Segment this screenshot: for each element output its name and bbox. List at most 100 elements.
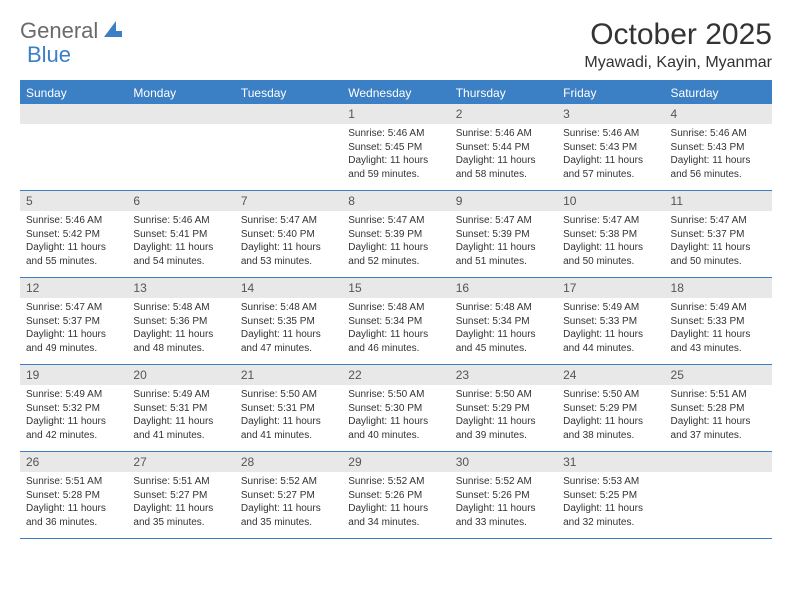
day-number: 3 bbox=[557, 104, 664, 124]
sunrise-text: Sunrise: 5:47 AM bbox=[241, 214, 336, 228]
sunset-text: Sunset: 5:40 PM bbox=[241, 228, 336, 242]
logo-sail-icon bbox=[102, 19, 124, 44]
daylight-text: Daylight: 11 hours and 47 minutes. bbox=[241, 328, 336, 355]
day-cell bbox=[235, 104, 342, 190]
weeks-container: 1Sunrise: 5:46 AMSunset: 5:45 PMDaylight… bbox=[20, 104, 772, 539]
day-body: Sunrise: 5:47 AMSunset: 5:37 PMDaylight:… bbox=[20, 298, 127, 361]
day-cell: 30Sunrise: 5:52 AMSunset: 5:26 PMDayligh… bbox=[450, 452, 557, 538]
day-number: 25 bbox=[665, 365, 772, 385]
day-body: Sunrise: 5:49 AMSunset: 5:31 PMDaylight:… bbox=[127, 385, 234, 448]
sunset-text: Sunset: 5:28 PM bbox=[26, 489, 121, 503]
daylight-text: Daylight: 11 hours and 41 minutes. bbox=[241, 415, 336, 442]
sunrise-text: Sunrise: 5:46 AM bbox=[563, 127, 658, 141]
day-cell: 5Sunrise: 5:46 AMSunset: 5:42 PMDaylight… bbox=[20, 191, 127, 277]
day-body: Sunrise: 5:50 AMSunset: 5:29 PMDaylight:… bbox=[557, 385, 664, 448]
sunset-text: Sunset: 5:33 PM bbox=[671, 315, 766, 329]
sunset-text: Sunset: 5:26 PM bbox=[456, 489, 551, 503]
day-body: Sunrise: 5:51 AMSunset: 5:27 PMDaylight:… bbox=[127, 472, 234, 535]
sunset-text: Sunset: 5:39 PM bbox=[456, 228, 551, 242]
day-number: 30 bbox=[450, 452, 557, 472]
day-cell: 31Sunrise: 5:53 AMSunset: 5:25 PMDayligh… bbox=[557, 452, 664, 538]
sunset-text: Sunset: 5:31 PM bbox=[241, 402, 336, 416]
daylight-text: Daylight: 11 hours and 38 minutes. bbox=[563, 415, 658, 442]
day-body: Sunrise: 5:47 AMSunset: 5:39 PMDaylight:… bbox=[450, 211, 557, 274]
day-body: Sunrise: 5:50 AMSunset: 5:31 PMDaylight:… bbox=[235, 385, 342, 448]
day-number: 27 bbox=[127, 452, 234, 472]
day-number: 28 bbox=[235, 452, 342, 472]
sunrise-text: Sunrise: 5:51 AM bbox=[133, 475, 228, 489]
day-cell: 4Sunrise: 5:46 AMSunset: 5:43 PMDaylight… bbox=[665, 104, 772, 190]
day-header-sunday: Sunday bbox=[20, 82, 127, 104]
day-body: Sunrise: 5:51 AMSunset: 5:28 PMDaylight:… bbox=[20, 472, 127, 535]
sunset-text: Sunset: 5:34 PM bbox=[348, 315, 443, 329]
day-header-row: Sunday Monday Tuesday Wednesday Thursday… bbox=[20, 82, 772, 104]
day-cell: 1Sunrise: 5:46 AMSunset: 5:45 PMDaylight… bbox=[342, 104, 449, 190]
day-number: 16 bbox=[450, 278, 557, 298]
day-number: 5 bbox=[20, 191, 127, 211]
day-number: 10 bbox=[557, 191, 664, 211]
day-body: Sunrise: 5:47 AMSunset: 5:40 PMDaylight:… bbox=[235, 211, 342, 274]
day-number: 15 bbox=[342, 278, 449, 298]
day-header-saturday: Saturday bbox=[665, 82, 772, 104]
day-number: 24 bbox=[557, 365, 664, 385]
sunrise-text: Sunrise: 5:48 AM bbox=[133, 301, 228, 315]
day-cell bbox=[665, 452, 772, 538]
daylight-text: Daylight: 11 hours and 36 minutes. bbox=[26, 502, 121, 529]
day-cell: 2Sunrise: 5:46 AMSunset: 5:44 PMDaylight… bbox=[450, 104, 557, 190]
sunrise-text: Sunrise: 5:46 AM bbox=[671, 127, 766, 141]
sunrise-text: Sunrise: 5:47 AM bbox=[26, 301, 121, 315]
day-number bbox=[235, 104, 342, 124]
sunrise-text: Sunrise: 5:46 AM bbox=[348, 127, 443, 141]
day-cell: 28Sunrise: 5:52 AMSunset: 5:27 PMDayligh… bbox=[235, 452, 342, 538]
daylight-text: Daylight: 11 hours and 33 minutes. bbox=[456, 502, 551, 529]
sunrise-text: Sunrise: 5:46 AM bbox=[133, 214, 228, 228]
day-cell: 12Sunrise: 5:47 AMSunset: 5:37 PMDayligh… bbox=[20, 278, 127, 364]
week-row: 12Sunrise: 5:47 AMSunset: 5:37 PMDayligh… bbox=[20, 278, 772, 365]
sunset-text: Sunset: 5:44 PM bbox=[456, 141, 551, 155]
day-cell: 29Sunrise: 5:52 AMSunset: 5:26 PMDayligh… bbox=[342, 452, 449, 538]
day-cell: 23Sunrise: 5:50 AMSunset: 5:29 PMDayligh… bbox=[450, 365, 557, 451]
daylight-text: Daylight: 11 hours and 50 minutes. bbox=[563, 241, 658, 268]
week-row: 26Sunrise: 5:51 AMSunset: 5:28 PMDayligh… bbox=[20, 452, 772, 539]
day-body: Sunrise: 5:48 AMSunset: 5:34 PMDaylight:… bbox=[342, 298, 449, 361]
sunrise-text: Sunrise: 5:50 AM bbox=[348, 388, 443, 402]
day-number: 18 bbox=[665, 278, 772, 298]
sunrise-text: Sunrise: 5:47 AM bbox=[348, 214, 443, 228]
sunset-text: Sunset: 5:26 PM bbox=[348, 489, 443, 503]
logo: General bbox=[20, 18, 126, 44]
daylight-text: Daylight: 11 hours and 53 minutes. bbox=[241, 241, 336, 268]
day-body: Sunrise: 5:49 AMSunset: 5:33 PMDaylight:… bbox=[665, 298, 772, 361]
day-cell: 25Sunrise: 5:51 AMSunset: 5:28 PMDayligh… bbox=[665, 365, 772, 451]
sunset-text: Sunset: 5:29 PM bbox=[456, 402, 551, 416]
sunset-text: Sunset: 5:41 PM bbox=[133, 228, 228, 242]
sunrise-text: Sunrise: 5:51 AM bbox=[26, 475, 121, 489]
daylight-text: Daylight: 11 hours and 43 minutes. bbox=[671, 328, 766, 355]
day-cell: 10Sunrise: 5:47 AMSunset: 5:38 PMDayligh… bbox=[557, 191, 664, 277]
day-cell: 24Sunrise: 5:50 AMSunset: 5:29 PMDayligh… bbox=[557, 365, 664, 451]
daylight-text: Daylight: 11 hours and 37 minutes. bbox=[671, 415, 766, 442]
daylight-text: Daylight: 11 hours and 56 minutes. bbox=[671, 154, 766, 181]
day-number: 12 bbox=[20, 278, 127, 298]
day-cell: 16Sunrise: 5:48 AMSunset: 5:34 PMDayligh… bbox=[450, 278, 557, 364]
day-number: 6 bbox=[127, 191, 234, 211]
day-number: 13 bbox=[127, 278, 234, 298]
sunrise-text: Sunrise: 5:48 AM bbox=[348, 301, 443, 315]
calendar: Sunday Monday Tuesday Wednesday Thursday… bbox=[20, 80, 772, 539]
sunset-text: Sunset: 5:33 PM bbox=[563, 315, 658, 329]
sunrise-text: Sunrise: 5:52 AM bbox=[241, 475, 336, 489]
day-body: Sunrise: 5:46 AMSunset: 5:45 PMDaylight:… bbox=[342, 124, 449, 187]
day-header-friday: Friday bbox=[557, 82, 664, 104]
daylight-text: Daylight: 11 hours and 55 minutes. bbox=[26, 241, 121, 268]
day-number: 19 bbox=[20, 365, 127, 385]
day-number: 21 bbox=[235, 365, 342, 385]
day-number: 26 bbox=[20, 452, 127, 472]
day-number: 11 bbox=[665, 191, 772, 211]
sunset-text: Sunset: 5:32 PM bbox=[26, 402, 121, 416]
daylight-text: Daylight: 11 hours and 39 minutes. bbox=[456, 415, 551, 442]
day-body: Sunrise: 5:52 AMSunset: 5:26 PMDaylight:… bbox=[450, 472, 557, 535]
day-number: 2 bbox=[450, 104, 557, 124]
day-cell: 26Sunrise: 5:51 AMSunset: 5:28 PMDayligh… bbox=[20, 452, 127, 538]
daylight-text: Daylight: 11 hours and 58 minutes. bbox=[456, 154, 551, 181]
day-body: Sunrise: 5:51 AMSunset: 5:28 PMDaylight:… bbox=[665, 385, 772, 448]
day-cell: 11Sunrise: 5:47 AMSunset: 5:37 PMDayligh… bbox=[665, 191, 772, 277]
